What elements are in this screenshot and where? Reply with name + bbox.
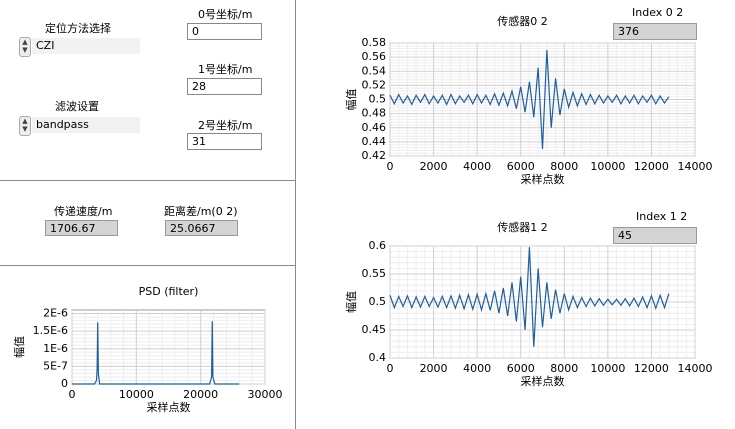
x-tick-label: 10000: [119, 388, 154, 401]
y-tick-label: 0.45: [362, 323, 387, 336]
y-tick-label: 0.42: [362, 149, 387, 162]
y-tick-label: 0.54: [362, 64, 387, 77]
indicator-label: 传递速度/m: [54, 205, 113, 218]
y-tick-label: 0.4: [369, 351, 387, 364]
indicator-label: Index 0 2: [632, 6, 684, 19]
control-label: 1号坐标/m: [198, 63, 253, 76]
numeric-indicator: 45: [613, 227, 697, 244]
y-tick-label: 0.44: [362, 135, 387, 148]
y-tick-label: 0.5: [369, 295, 387, 308]
y-tick-label: 2E-6: [43, 307, 68, 320]
indicator-label: Index 1 2: [636, 210, 688, 223]
y-tick-label: 0.6: [369, 239, 387, 252]
control-label: 2号坐标/m: [198, 119, 253, 132]
y-tick-label: 0.58: [362, 36, 387, 49]
signal-line: [72, 321, 240, 385]
y-tick-label: 5E-7: [43, 359, 68, 372]
x-tick-label: 12000: [634, 160, 669, 173]
numeric-control[interactable]: 0: [187, 23, 262, 40]
x-tick-label: 14000: [678, 160, 713, 173]
control-label: 0号坐标/m: [198, 8, 253, 21]
y-tick-label: 0: [61, 377, 68, 390]
x-tick-label: 10000: [590, 160, 625, 173]
graph-title: PSD (filter): [139, 285, 199, 298]
x-tick-label: 0: [69, 388, 76, 401]
divider: [0, 180, 295, 181]
x-tick-label: 0: [387, 160, 394, 173]
x-axis-label: 采样点数: [147, 400, 191, 414]
plot-area: [71, 309, 266, 385]
signal-line: [389, 50, 670, 149]
graph-title: 传感器1 2: [497, 221, 548, 234]
graph-title: 传感器0 2: [497, 15, 548, 28]
x-tick-label: 10000: [590, 362, 625, 375]
y-tick-label: 0.48: [362, 107, 387, 120]
x-tick-label: 6000: [507, 362, 535, 375]
y-tick-label: 1.5E-6: [33, 324, 68, 337]
x-tick-label: 12000: [634, 362, 669, 375]
y-tick-label: 1E-6: [43, 342, 68, 355]
x-tick-label: 4000: [463, 362, 491, 375]
control-label: 滤波设置: [55, 100, 99, 113]
x-tick-label: 14000: [678, 362, 713, 375]
control-label: 定位方法选择: [45, 22, 111, 35]
x-tick-label: 0: [387, 362, 394, 375]
y-axis-label: 幅值: [13, 336, 26, 358]
x-tick-label: 8000: [550, 362, 578, 375]
y-tick-label: 0.55: [362, 267, 387, 280]
indicator-label: 距离差/m(0 2): [164, 205, 238, 218]
y-axis-label: 幅值: [345, 89, 358, 111]
y-tick-label: 0.56: [362, 50, 387, 63]
numeric-control[interactable]: 31: [187, 133, 262, 150]
numeric-indicator: 1706.67: [45, 220, 118, 236]
y-tick-label: 0.5: [369, 93, 387, 106]
x-tick-label: 6000: [507, 160, 535, 173]
divider: [295, 0, 296, 429]
x-tick-label: 2000: [420, 160, 448, 173]
x-tick-label: 2000: [420, 362, 448, 375]
x-tick-label: 8000: [550, 160, 578, 173]
y-tick-label: 0.52: [362, 78, 387, 91]
ring-control[interactable]: bandpass: [32, 117, 140, 133]
x-tick-label: 20000: [183, 388, 218, 401]
x-tick-label: 30000: [248, 388, 283, 401]
x-axis-label: 采样点数: [521, 374, 565, 388]
divider: [0, 265, 295, 266]
numeric-indicator: 376: [613, 23, 697, 40]
ring-control[interactable]: CZI: [32, 38, 140, 54]
x-axis-label: 采样点数: [521, 172, 565, 186]
signal-line: [389, 247, 670, 347]
y-axis-label: 幅值: [345, 291, 358, 313]
ring-arrows[interactable]: ▲ ▼: [19, 37, 31, 57]
numeric-indicator: 25.0667: [165, 220, 238, 236]
ring-arrows[interactable]: ▲ ▼: [19, 116, 31, 136]
x-tick-label: 4000: [463, 160, 491, 173]
numeric-control[interactable]: 28: [187, 78, 262, 95]
y-tick-label: 0.46: [362, 121, 387, 134]
